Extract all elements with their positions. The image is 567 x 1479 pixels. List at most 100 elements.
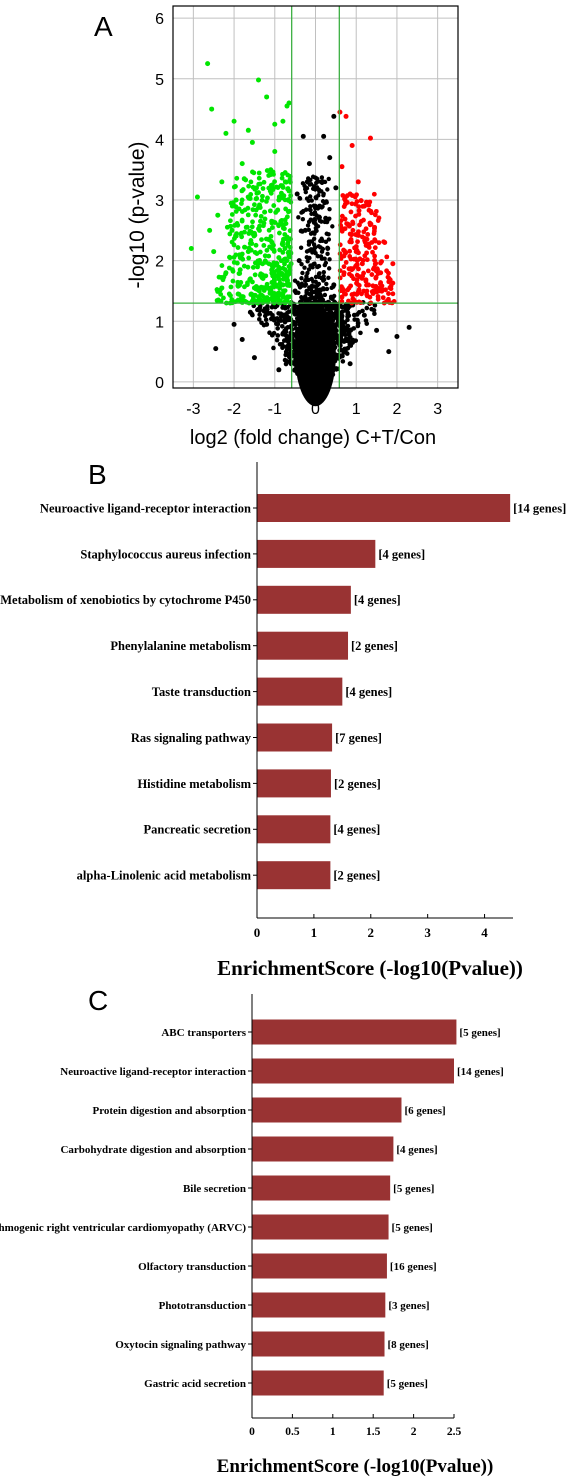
ns-point: [321, 193, 326, 198]
core-cloud-point: [284, 351, 290, 356]
down-point: [269, 246, 275, 252]
down-point: [257, 203, 263, 209]
down-point: [267, 188, 273, 194]
bar-value-label: [7 genes]: [335, 731, 382, 745]
ns-point: [302, 278, 308, 283]
up-point: [364, 236, 370, 242]
down-point: [231, 184, 237, 190]
up-point: [372, 261, 378, 267]
up-point: [390, 261, 396, 267]
down-point: [228, 200, 234, 206]
core-cloud-point: [292, 322, 298, 327]
ns-point: [326, 266, 332, 271]
core-cloud-point: [309, 337, 315, 343]
core-cloud-point: [299, 360, 304, 366]
core-cloud-point: [298, 364, 303, 369]
down-point: [254, 251, 260, 256]
ns-point: [304, 179, 310, 185]
up-point: [354, 280, 359, 286]
core-cloud-point: [303, 323, 309, 329]
core-cloud-point: [331, 344, 336, 349]
ns-point: [307, 292, 312, 297]
core-cloud-point: [318, 378, 324, 384]
up-point: [339, 164, 345, 170]
ns-point: [292, 288, 298, 294]
down-point: [268, 182, 274, 188]
category-label: Arrhythmogenic right ventricular cardiom…: [0, 1222, 246, 1234]
core-cloud-point: [305, 338, 310, 344]
up-point: [369, 210, 374, 216]
x-tick-label: 2: [368, 925, 375, 940]
down-point: [226, 265, 232, 271]
ns-point: [316, 193, 321, 198]
down-point: [280, 118, 286, 124]
core-cloud-point: [340, 353, 345, 359]
down-point: [209, 106, 215, 112]
down-point: [207, 227, 213, 233]
down-point: [272, 179, 277, 185]
category-label: Oxytocin signaling pathway: [115, 1339, 246, 1351]
up-point: [349, 273, 355, 279]
up-point: [347, 239, 353, 245]
down-point: [282, 256, 288, 262]
up-point: [372, 212, 378, 218]
core-cloud-point: [308, 330, 313, 335]
up-point: [371, 231, 377, 236]
ns-point: [300, 133, 306, 139]
up-point: [341, 270, 347, 276]
core-cloud-point: [315, 352, 321, 357]
ns-point: [326, 237, 332, 242]
enrichment-b-axes: 0 1 2 3 4: [254, 462, 513, 940]
down-point: [205, 61, 211, 67]
x-tick-label: 2.5: [447, 1426, 462, 1438]
down-point: [228, 284, 234, 290]
down-point: [256, 226, 261, 232]
volcano-thresholds: [173, 6, 458, 388]
core-cloud-point: [342, 325, 348, 330]
bar: [257, 723, 333, 752]
up-point: [376, 288, 382, 294]
core-cloud-point: [345, 312, 351, 317]
up-point: [345, 221, 351, 227]
down-point: [219, 263, 225, 268]
down-point: [280, 185, 286, 190]
down-point: [283, 179, 289, 185]
bar: [252, 1331, 385, 1357]
x-tick-label: 3: [433, 401, 442, 418]
y-tick-label: 4: [155, 132, 164, 149]
category-label: ABC transporters: [161, 1027, 246, 1039]
core-cloud-point: [301, 333, 307, 338]
core-cloud-point: [298, 331, 303, 337]
bar-value-label: [5 genes]: [393, 1183, 434, 1195]
bar-value-label: [4 genes]: [396, 1144, 437, 1156]
ns-point: [308, 239, 313, 244]
category-label: Staphylococcus aureus infection: [80, 547, 251, 561]
ns-point: [317, 203, 323, 209]
up-point: [369, 272, 375, 277]
down-point: [270, 265, 275, 271]
up-point: [364, 199, 369, 205]
down-point: [284, 214, 290, 220]
up-point: [349, 142, 355, 148]
ns-point: [247, 309, 253, 315]
ns-point: [326, 232, 331, 237]
down-point: [252, 272, 258, 278]
up-point: [365, 268, 371, 274]
ns-point: [300, 270, 305, 276]
bar: [257, 494, 511, 522]
core-cloud-point: [320, 314, 325, 319]
bar: [257, 539, 376, 568]
bar: [257, 585, 351, 614]
bar: [257, 631, 349, 660]
bar: [252, 1136, 394, 1162]
core-cloud-point: [351, 312, 357, 318]
down-point: [262, 216, 268, 222]
core-cloud-point: [294, 335, 300, 340]
down-point: [233, 233, 238, 239]
bar-value-label: [14 genes]: [513, 501, 566, 515]
up-point: [342, 201, 348, 207]
bar-value-label: [4 genes]: [378, 547, 425, 561]
down-point: [233, 197, 239, 203]
up-point: [375, 296, 381, 302]
